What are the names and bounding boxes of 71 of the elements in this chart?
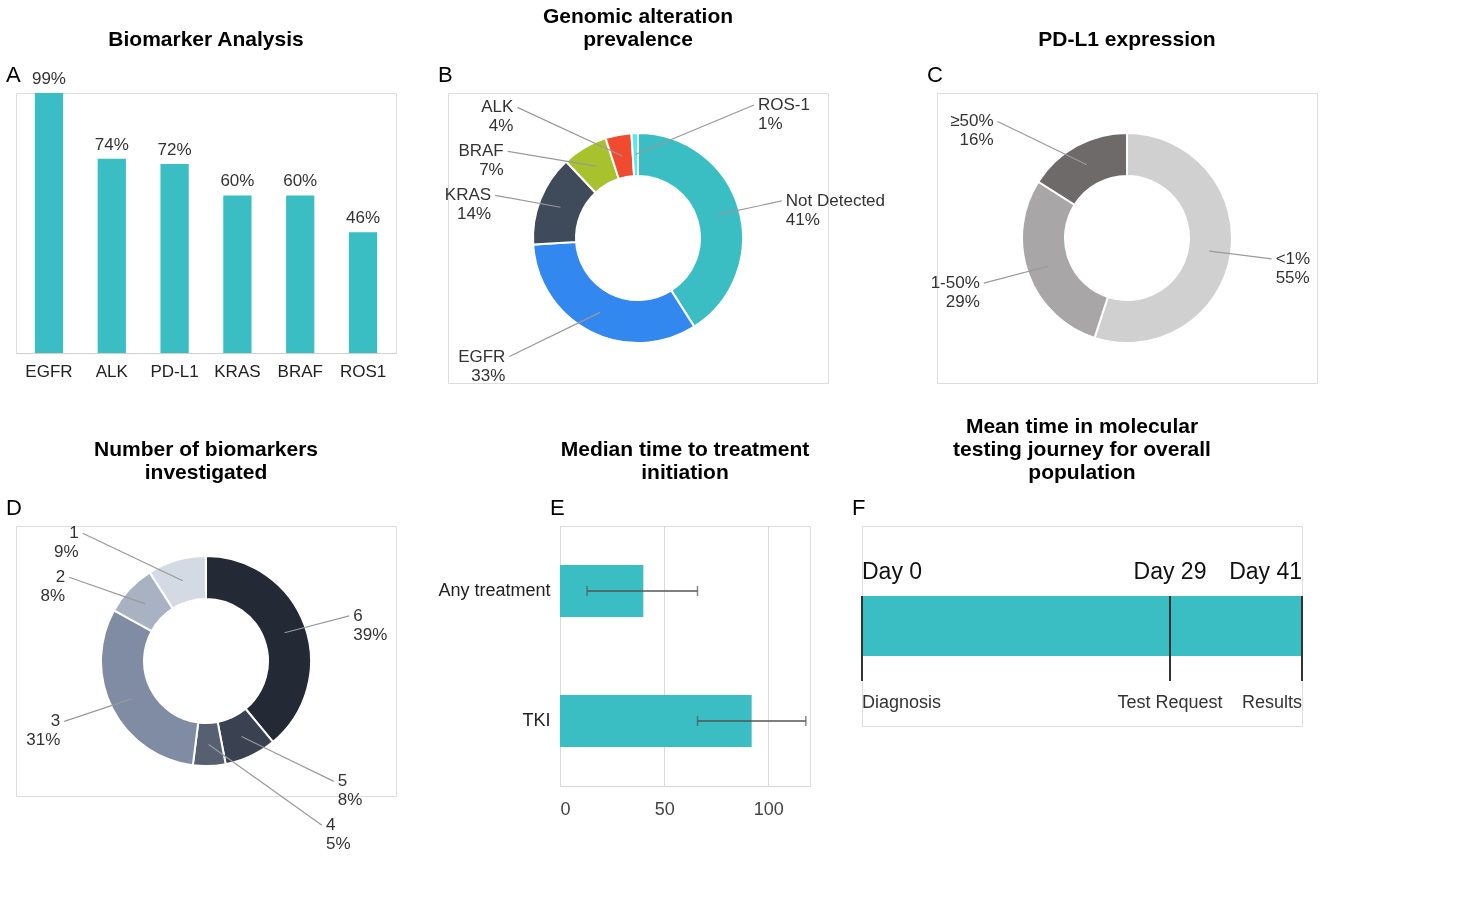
x-tick-label: ALK — [95, 361, 129, 381]
chart-title: Biomarker Analysis — [108, 27, 304, 50]
slice-label: Not Detected — [785, 190, 886, 210]
x-tick-label: 0 — [560, 798, 571, 819]
data-label: 8% — [40, 586, 66, 606]
data-label: 31% — [26, 730, 61, 750]
slice-label: 4 — [325, 815, 336, 835]
data-label: 99% — [31, 69, 66, 88]
text: Diagnosis — [862, 692, 942, 712]
text: E — [550, 495, 565, 520]
slice-label: KRAS — [444, 185, 492, 205]
data-label: 4% — [488, 116, 514, 136]
data-label: 60% — [220, 171, 255, 191]
data-label: 16% — [959, 130, 994, 150]
data-label: 1% — [757, 114, 783, 134]
bar — [223, 195, 252, 353]
y-tick-label: TKI — [522, 710, 551, 730]
text: F — [852, 495, 866, 520]
text: Day 41 — [1229, 558, 1302, 584]
y-tick-label: Any treatment — [438, 580, 551, 600]
x-tick-label: PD-L1 — [150, 361, 199, 381]
slice-label: 2 — [55, 567, 66, 587]
data-label: 14% — [457, 204, 492, 224]
slice-label: 3 — [50, 711, 61, 731]
data-label: 5% — [325, 834, 351, 854]
x-tick-label: EGFR — [25, 361, 73, 381]
text: A — [6, 62, 21, 87]
text: C — [927, 62, 943, 87]
bar — [348, 232, 378, 353]
bar — [34, 93, 64, 353]
data-label: 41% — [785, 209, 820, 229]
data-label: 39% — [353, 624, 388, 644]
chart-title: PD-L1 expression — [1038, 27, 1216, 50]
text: Mean time in molecular testing journey for overall population — [953, 414, 1211, 483]
slice-label: ALK — [481, 97, 515, 117]
slice-label: ≥50% — [950, 111, 994, 131]
chart-title: Genomic alteration prevalence — [542, 4, 734, 50]
data-label: 8% — [337, 790, 363, 810]
chart-title: Median time to treatment initiation — [560, 437, 810, 483]
data-label: 7% — [479, 160, 504, 180]
bar — [97, 158, 126, 353]
data-label: 60% — [283, 171, 318, 191]
text: D — [6, 495, 22, 520]
data-label: 9% — [54, 542, 79, 562]
text: Day 29 — [1133, 558, 1207, 584]
x-tick-label: BRAF — [277, 361, 323, 381]
x-tick-label: ROS1 — [339, 361, 387, 381]
data-label: 29% — [945, 292, 980, 312]
bar — [286, 195, 315, 353]
data-label: 33% — [471, 365, 506, 385]
slice-label: BRAF — [458, 141, 504, 161]
data-label: 72% — [157, 139, 192, 159]
chart-title: Number of biomarkers investigated — [93, 437, 319, 483]
slice-label: 6 — [353, 605, 363, 625]
data-label: 55% — [1275, 267, 1310, 287]
slice-label: ROS-1 — [757, 95, 810, 115]
data-label: 46% — [346, 208, 381, 228]
data-label: 74% — [94, 134, 129, 154]
text: Results — [1241, 692, 1302, 712]
x-tick-label: 100 — [753, 798, 784, 819]
text: Test Request — [1117, 692, 1223, 712]
slice-label: 5 — [337, 771, 348, 791]
slice-label: 1 — [69, 523, 79, 543]
x-tick-label: KRAS — [214, 361, 261, 381]
slice-label: <1% — [1275, 248, 1311, 268]
bar — [160, 163, 189, 353]
slice-label: EGFR — [458, 346, 506, 366]
text: B — [438, 62, 453, 87]
text: Day 0 — [862, 558, 923, 584]
slice-label: 1-50% — [930, 273, 980, 293]
x-tick-label: 50 — [654, 798, 675, 819]
